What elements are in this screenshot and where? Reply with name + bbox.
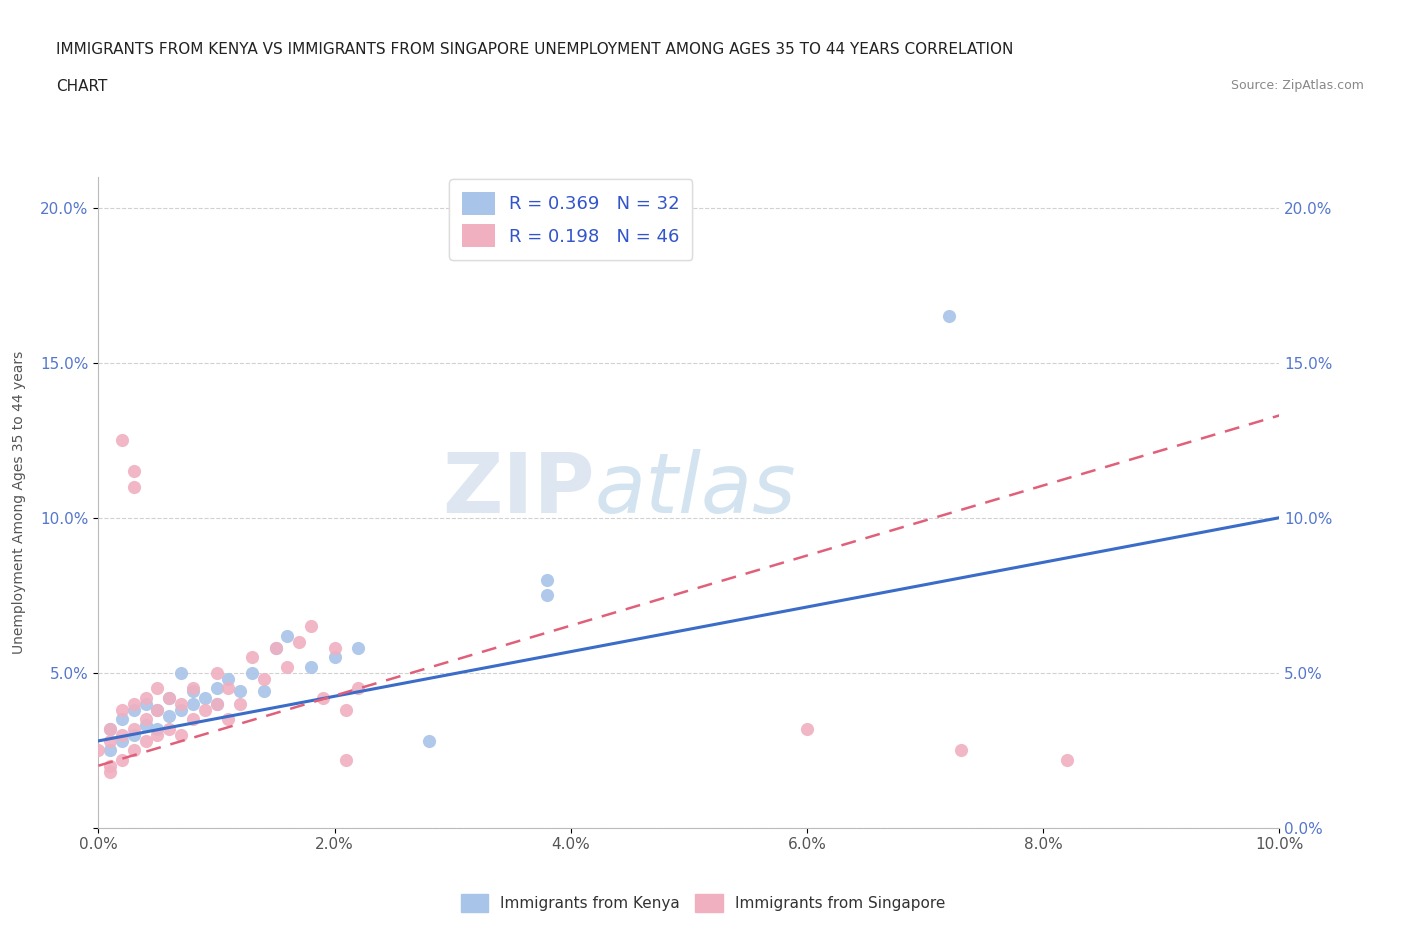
Point bbox=[181, 681, 204, 696]
Point bbox=[253, 671, 276, 686]
Point bbox=[938, 309, 960, 324]
Point bbox=[949, 743, 972, 758]
Point bbox=[276, 659, 298, 674]
Point bbox=[276, 628, 298, 643]
Point bbox=[111, 432, 134, 447]
Point bbox=[312, 690, 335, 705]
Point bbox=[135, 690, 157, 705]
Point bbox=[240, 650, 263, 665]
Point bbox=[111, 702, 134, 717]
Point bbox=[796, 721, 818, 736]
Text: Source: ZipAtlas.com: Source: ZipAtlas.com bbox=[1230, 79, 1364, 92]
Text: CHART: CHART bbox=[56, 79, 108, 94]
Point bbox=[135, 711, 157, 726]
Point bbox=[157, 709, 180, 724]
Point bbox=[299, 659, 322, 674]
Point bbox=[253, 684, 276, 698]
Text: IMMIGRANTS FROM KENYA VS IMMIGRANTS FROM SINGAPORE UNEMPLOYMENT AMONG AGES 35 TO: IMMIGRANTS FROM KENYA VS IMMIGRANTS FROM… bbox=[56, 42, 1014, 57]
Point bbox=[229, 697, 252, 711]
Point bbox=[135, 697, 157, 711]
Point bbox=[111, 711, 134, 726]
Point bbox=[347, 681, 370, 696]
Point bbox=[111, 734, 134, 749]
Point bbox=[98, 743, 121, 758]
Point bbox=[347, 641, 370, 656]
Text: atlas: atlas bbox=[595, 448, 796, 530]
Point bbox=[170, 702, 193, 717]
Point bbox=[194, 690, 217, 705]
Point bbox=[135, 718, 157, 733]
Point bbox=[299, 618, 322, 633]
Point bbox=[194, 702, 217, 717]
Point bbox=[323, 650, 346, 665]
Point bbox=[181, 684, 204, 698]
Point bbox=[157, 690, 180, 705]
Point bbox=[229, 684, 252, 698]
Point bbox=[217, 711, 239, 726]
Point bbox=[122, 464, 145, 479]
Point bbox=[146, 681, 169, 696]
Point bbox=[146, 721, 169, 736]
Point bbox=[122, 697, 145, 711]
Point bbox=[205, 665, 228, 680]
Point bbox=[181, 697, 204, 711]
Point bbox=[157, 721, 180, 736]
Point bbox=[1056, 752, 1078, 767]
Point bbox=[205, 697, 228, 711]
Point bbox=[240, 665, 263, 680]
Point bbox=[170, 697, 193, 711]
Point bbox=[205, 681, 228, 696]
Point bbox=[146, 727, 169, 742]
Point bbox=[536, 588, 558, 603]
Point bbox=[98, 734, 121, 749]
Point bbox=[122, 721, 145, 736]
Point bbox=[98, 764, 121, 779]
Point bbox=[98, 721, 121, 736]
Point bbox=[146, 702, 169, 717]
Point bbox=[217, 671, 239, 686]
Point bbox=[146, 702, 169, 717]
Text: ZIP: ZIP bbox=[441, 448, 595, 530]
Point bbox=[98, 758, 121, 773]
Point bbox=[418, 734, 440, 749]
Point bbox=[335, 702, 357, 717]
Point bbox=[122, 702, 145, 717]
Point bbox=[157, 690, 180, 705]
Point bbox=[87, 743, 110, 758]
Point bbox=[170, 727, 193, 742]
Point bbox=[122, 479, 145, 494]
Point bbox=[288, 634, 311, 649]
Point bbox=[217, 681, 239, 696]
Point bbox=[323, 641, 346, 656]
Point bbox=[111, 727, 134, 742]
Point bbox=[536, 572, 558, 587]
Point bbox=[111, 752, 134, 767]
Point bbox=[335, 752, 357, 767]
Point bbox=[264, 641, 287, 656]
Point bbox=[181, 711, 204, 726]
Point bbox=[122, 743, 145, 758]
Point bbox=[122, 727, 145, 742]
Point bbox=[98, 721, 121, 736]
Legend: Immigrants from Kenya, Immigrants from Singapore: Immigrants from Kenya, Immigrants from S… bbox=[454, 888, 952, 918]
Legend: R = 0.369   N = 32, R = 0.198   N = 46: R = 0.369 N = 32, R = 0.198 N = 46 bbox=[450, 179, 692, 259]
Point bbox=[135, 734, 157, 749]
Point bbox=[264, 641, 287, 656]
Y-axis label: Unemployment Among Ages 35 to 44 years: Unemployment Among Ages 35 to 44 years bbox=[13, 351, 27, 654]
Point bbox=[205, 697, 228, 711]
Point bbox=[170, 665, 193, 680]
